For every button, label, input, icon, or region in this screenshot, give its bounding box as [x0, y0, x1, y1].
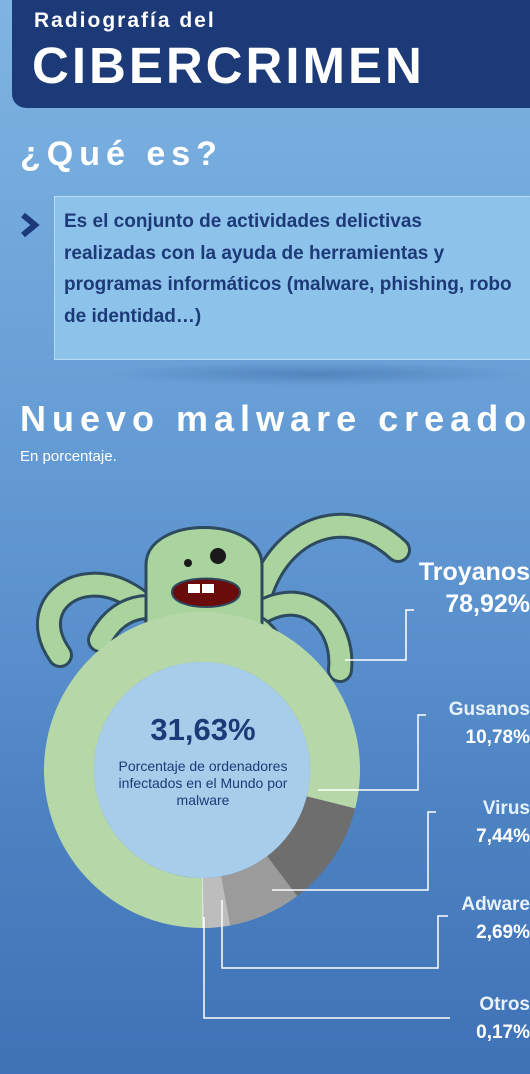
leader-line-adware: [221, 900, 448, 969]
legend-label-troyanos: Troyanos: [418, 558, 530, 586]
leader-line-troyanos: [345, 609, 414, 661]
header-subtitle: Radiografía del: [34, 9, 216, 32]
slice-troyanos: [44, 612, 361, 928]
leader-line-virus: [272, 811, 436, 891]
legend-label-otros: Otros: [479, 994, 530, 1015]
legend-value-gusanos: 10,78%: [465, 727, 530, 748]
header-title: CIBERCRIMEN: [32, 37, 425, 94]
legend-value-adware: 2,69%: [476, 922, 530, 943]
center-label: Porcentaje de ordenadores infectados en …: [118, 758, 288, 808]
slice-otros: [202, 877, 204, 928]
slice-adware: [203, 876, 231, 928]
definition-text: Es el conjunto de actividades delictivas…: [64, 211, 512, 327]
chart-title: Nuevo malware creado: [20, 398, 530, 439]
definition-heading: ¿Qué es?: [20, 135, 223, 173]
donut-slices: [44, 612, 361, 928]
donut-center: [94, 662, 310, 878]
center-value: 31,63%: [150, 712, 256, 747]
definition-box: [54, 196, 530, 360]
leader-line-gusanos: [318, 714, 426, 791]
divider-shadow: [100, 362, 530, 386]
leader-lines: [203, 609, 450, 1019]
header-banner: [12, 0, 530, 108]
mascot-eye: [210, 548, 226, 564]
malware-chart: [36, 512, 450, 1019]
slice-virus: [221, 856, 298, 926]
legend-value-otros: 0,17%: [476, 1022, 530, 1043]
legend-value-troyanos: 78,92%: [445, 590, 530, 618]
slice-gusanos: [267, 796, 356, 897]
legend-value-virus: 7,44%: [476, 826, 530, 847]
leader-line-otros: [203, 917, 450, 1019]
chevron-right-icon: [21, 212, 40, 238]
legend-label-gusanos: Gusanos: [448, 699, 530, 720]
legend-label-adware: Adware: [461, 894, 530, 915]
legend-label-virus: Virus: [482, 798, 530, 819]
virus-mascot-illustration: [36, 512, 411, 683]
chart-subtitle: En porcentaje.: [20, 448, 117, 465]
